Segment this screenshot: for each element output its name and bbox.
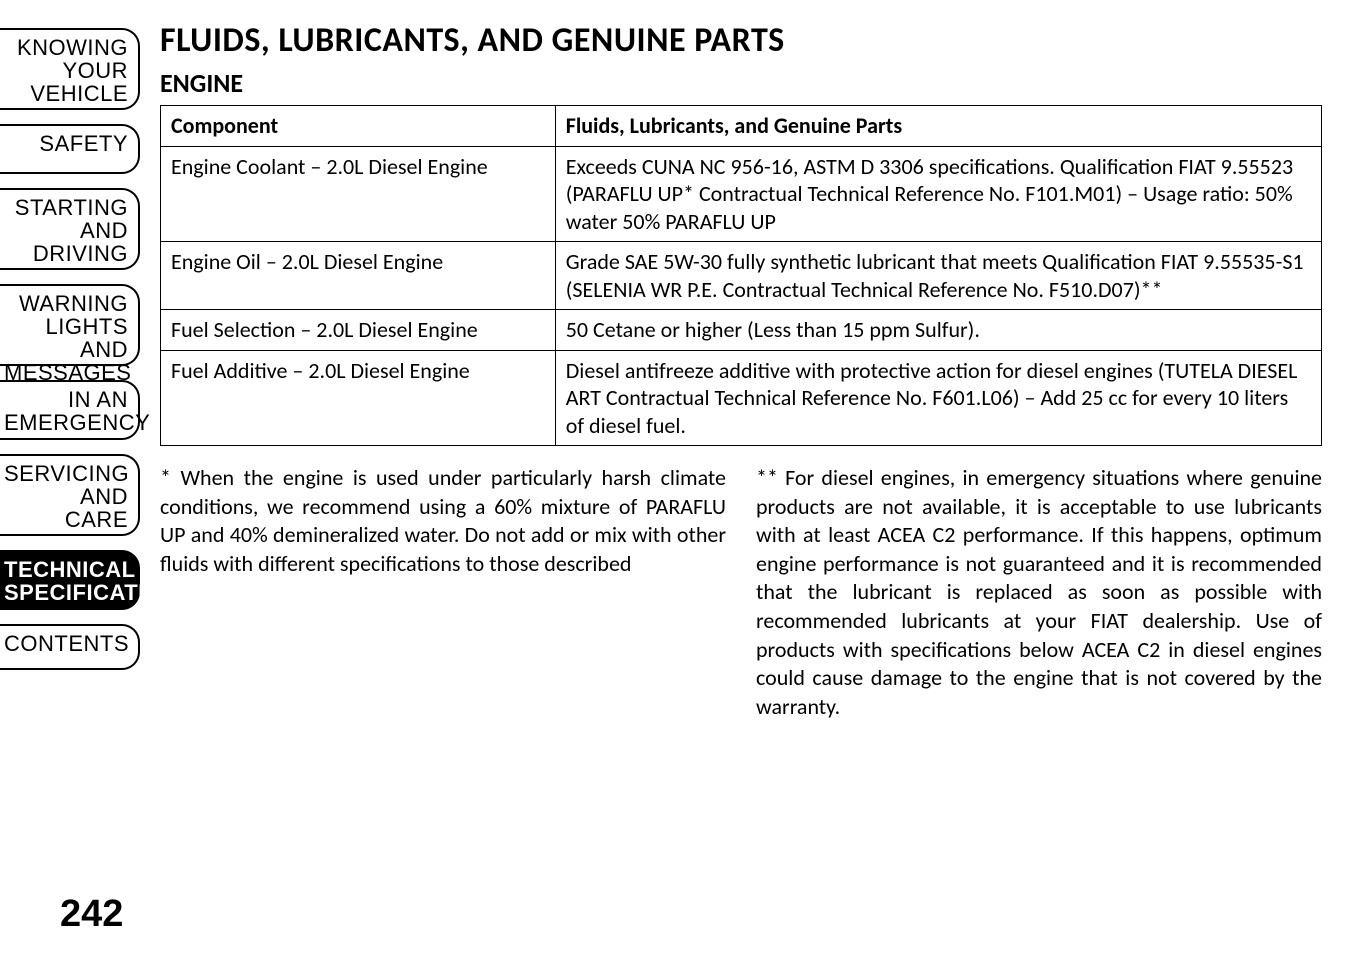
footnote-right: ** For diesel engines, in emergency situ… [756, 464, 1322, 721]
sidebar-tab[interactable]: IN AN EMERGENCY [0, 380, 140, 440]
page-number: 242 [60, 893, 123, 936]
page-title: FLUIDS, LUBRICANTS, AND GENUINE PARTS [160, 20, 1322, 61]
sidebar-tab[interactable]: KNOWING YOUR VEHICLE [0, 28, 140, 110]
table-cell: Engine Oil – 2.0L Diesel Engine [161, 242, 556, 310]
section-heading: ENGINE [160, 67, 1322, 99]
sidebar-tabs: KNOWING YOUR VEHICLE SAFETY STARTING AND D… [0, 0, 140, 954]
table-cell: Grade SAE 5W-30 fully synthetic lubrican… [555, 242, 1321, 310]
table-header: Fluids, Lubricants, and Genuine Parts [555, 106, 1321, 147]
table-header-row: Component Fluids, Lubricants, and Genuin… [161, 106, 1322, 147]
sidebar-tab[interactable]: SAFETY [0, 124, 140, 174]
table-row: Fuel Selection – 2.0L Diesel Engine50 Ce… [161, 310, 1322, 351]
sidebar-tab[interactable]: CONTENTS [0, 624, 140, 670]
table-cell: Engine Coolant – 2.0L Diesel Engine [161, 146, 556, 242]
main-content: FLUIDS, LUBRICANTS, AND GENUINE PARTS EN… [160, 20, 1322, 721]
sidebar-tab[interactable]: SERVICING AND CARE [0, 454, 140, 536]
sidebar-tab[interactable]: STARTING AND DRIVING [0, 188, 140, 270]
table-row: Engine Oil – 2.0L Diesel EngineGrade SAE… [161, 242, 1322, 310]
table-cell: Exceeds CUNA NC 956-16, ASTM D 3306 spec… [555, 146, 1321, 242]
table-cell: Diesel antifreeze additive with protecti… [555, 350, 1321, 446]
table-row: Engine Coolant – 2.0L Diesel EngineExcee… [161, 146, 1322, 242]
sidebar-tab[interactable]: TECHNICAL SPECIFICATIONS [0, 550, 140, 610]
sidebar-tab[interactable]: WARNING LIGHTS AND MESSAGES [0, 284, 140, 366]
table-header: Component [161, 106, 556, 147]
footnotes: * When the engine is used under particul… [160, 464, 1322, 721]
fluids-table: Component Fluids, Lubricants, and Genuin… [160, 105, 1322, 446]
table-row: Fuel Additive – 2.0L Diesel EngineDiesel… [161, 350, 1322, 446]
table-cell: 50 Cetane or higher (Less than 15 ppm Su… [555, 310, 1321, 351]
table-cell: Fuel Additive – 2.0L Diesel Engine [161, 350, 556, 446]
table-cell: Fuel Selection – 2.0L Diesel Engine [161, 310, 556, 351]
footnote-left: * When the engine is used under particul… [160, 464, 726, 721]
